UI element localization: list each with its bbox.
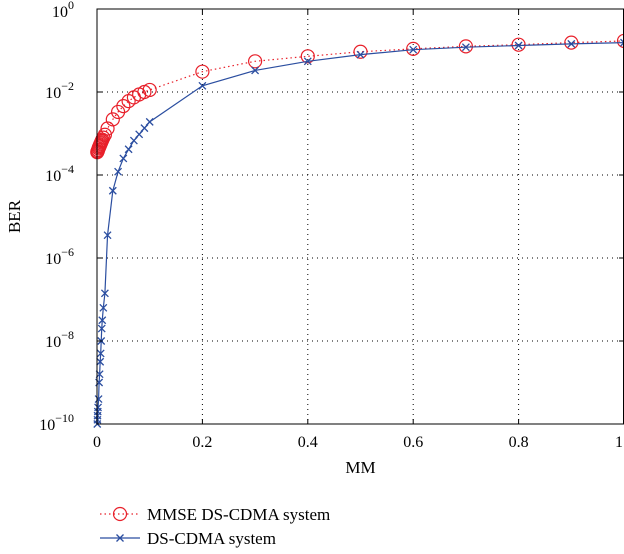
circle-marker <box>97 127 113 142</box>
y-tick-label: 100 <box>52 0 74 21</box>
x-marker <box>116 534 124 542</box>
legend-label: MMSE DS-CDMA system <box>147 505 330 524</box>
series-line <box>96 40 624 153</box>
grid-lines <box>97 9 624 424</box>
circle-marker <box>511 37 526 52</box>
x-marker <box>119 154 128 163</box>
axis-ticks <box>96 8 624 425</box>
x-tick-label: 0.4 <box>298 434 318 451</box>
x-marker <box>129 136 138 145</box>
axes-frame <box>96 8 624 425</box>
x-marker <box>198 81 207 90</box>
x-marker <box>97 324 106 333</box>
x-marker <box>98 316 107 325</box>
x-marker <box>567 39 576 48</box>
x-tick-label: 0.2 <box>192 434 212 451</box>
x-marker <box>99 303 108 312</box>
x-tick-label: 0 <box>93 434 101 451</box>
x-marker <box>114 167 123 176</box>
x-marker <box>514 41 523 50</box>
y-tick-label: 10−8 <box>45 328 74 351</box>
x-marker <box>251 66 260 75</box>
x-marker <box>94 403 103 412</box>
circle-marker <box>116 99 131 114</box>
y-tick-labels: 100 10−2 10−4 10−6 10−8 10−10 <box>39 0 74 434</box>
circle-marker <box>142 82 157 98</box>
x-marker <box>409 45 418 54</box>
x-marker <box>135 130 144 139</box>
x-marker <box>124 145 133 154</box>
x-axis-label: MM <box>345 458 375 477</box>
y-tick-exponent: −10 <box>55 411 74 425</box>
circle-marker <box>564 35 579 50</box>
circle-marker <box>616 33 624 49</box>
x-marker <box>103 231 112 240</box>
circle-marker <box>112 506 128 522</box>
legend-item: DS-CDMA system <box>100 529 276 548</box>
series-line <box>96 42 624 425</box>
x-marker <box>461 43 470 52</box>
y-tick-exponent: −6 <box>61 245 74 259</box>
x-marker <box>100 289 109 298</box>
x-marker <box>145 117 154 126</box>
series-mmse <box>90 33 624 160</box>
series-ds-cdma <box>93 38 624 428</box>
y-tick-exponent: −4 <box>61 162 74 176</box>
x-marker <box>140 124 149 133</box>
x-marker <box>94 395 103 404</box>
plot-series <box>90 33 624 428</box>
x-marker <box>303 57 312 66</box>
circle-marker <box>300 49 315 64</box>
x-tick-labels: 0 0.2 0.4 0.6 0.8 1 <box>93 434 623 451</box>
circle-marker <box>105 112 120 127</box>
x-marker <box>108 186 117 195</box>
x-tick-label: 1 <box>615 434 623 451</box>
y-tick-exponent: −8 <box>61 328 74 342</box>
legend: MMSE DS-CDMA system DS-CDMA system <box>100 505 330 548</box>
y-tick-label: 10−2 <box>45 79 74 102</box>
y-tick-exponent: −2 <box>61 79 74 93</box>
x-marker <box>96 357 105 366</box>
x-tick-label: 0.6 <box>403 434 423 451</box>
circle-marker <box>195 64 210 79</box>
circle-marker <box>248 54 263 69</box>
circle-marker <box>353 44 368 59</box>
x-marker <box>96 349 105 358</box>
legend-item: MMSE DS-CDMA system <box>100 505 330 524</box>
y-tick-exponent: 0 <box>68 0 74 12</box>
y-tick-label: 10−4 <box>45 162 74 185</box>
y-axis-label: BER <box>5 199 24 233</box>
circle-marker <box>100 121 115 136</box>
circle-marker <box>458 39 473 54</box>
x-marker <box>620 38 624 47</box>
y-tick-label: 10−6 <box>45 245 74 268</box>
y-tick-label: 10−10 <box>39 411 74 434</box>
x-tick-label: 0.8 <box>509 434 529 451</box>
legend-label: DS-CDMA system <box>147 529 276 548</box>
x-marker <box>356 50 365 59</box>
